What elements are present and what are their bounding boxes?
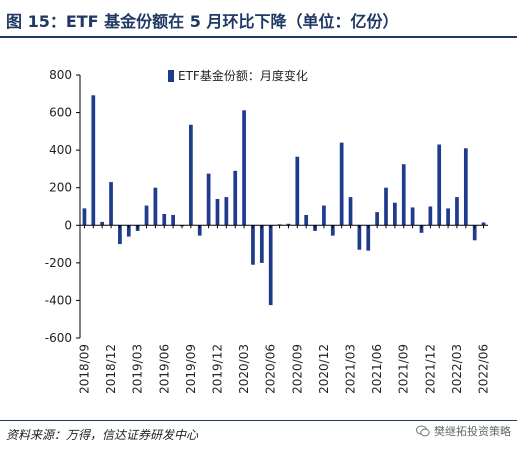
y-tick-label: -600 bbox=[45, 331, 72, 345]
x-tick-label: 2019/06 bbox=[157, 344, 171, 394]
bar bbox=[100, 221, 105, 226]
bar bbox=[463, 148, 468, 226]
x-tick-label: 2020/12 bbox=[317, 344, 331, 394]
bar bbox=[384, 187, 388, 226]
x-tick-label: 2020/06 bbox=[264, 344, 278, 394]
x-tick-label: 2020/03 bbox=[237, 344, 251, 394]
bar bbox=[153, 187, 158, 226]
bar bbox=[295, 156, 300, 226]
x-tick-label: 2019/12 bbox=[210, 344, 224, 394]
source-note: 资料来源：万得，信达证券研发中心 bbox=[6, 428, 199, 442]
bar bbox=[393, 202, 397, 226]
bar bbox=[428, 206, 433, 226]
legend-label: ETF基金份额：月度变化 bbox=[178, 68, 308, 83]
bar bbox=[251, 225, 255, 265]
bar bbox=[375, 212, 379, 226]
bar bbox=[446, 208, 450, 226]
x-tick-label: 2021/03 bbox=[344, 344, 358, 394]
bar bbox=[481, 222, 486, 226]
bar bbox=[322, 205, 326, 226]
bar bbox=[189, 124, 193, 226]
x-tick-label: 2021/06 bbox=[370, 344, 384, 394]
bar bbox=[233, 170, 238, 226]
bar bbox=[126, 225, 131, 237]
y-tick-label: 600 bbox=[49, 106, 72, 120]
bar bbox=[437, 144, 442, 226]
y-tick-label: 800 bbox=[49, 68, 72, 82]
bar bbox=[286, 223, 291, 226]
bar bbox=[91, 95, 96, 226]
bar bbox=[410, 207, 415, 226]
bar bbox=[144, 205, 149, 226]
bar-chart: -600 -400 -200 0 200 400 600 800 2018/09 2018/12 2… bbox=[45, 68, 491, 394]
bar bbox=[339, 142, 344, 226]
bar bbox=[401, 164, 406, 226]
y-tick-label: -200 bbox=[45, 256, 72, 270]
bar bbox=[109, 182, 113, 226]
bar bbox=[472, 225, 477, 241]
bar bbox=[348, 197, 353, 226]
x-tick-label: 2022/06 bbox=[477, 344, 491, 394]
y-tick-label: 400 bbox=[49, 143, 72, 157]
bar bbox=[242, 110, 246, 226]
wechat-icon bbox=[416, 425, 430, 437]
bar bbox=[197, 225, 202, 236]
watermark-text: 樊继拓投资策略 bbox=[434, 425, 511, 438]
bar bbox=[215, 198, 220, 226]
bar bbox=[171, 214, 175, 226]
bar bbox=[366, 225, 371, 251]
bar bbox=[206, 173, 211, 226]
figure-title: 图 15：ETF 基金份额在 5 月环比下降（单位：亿份） bbox=[6, 12, 399, 31]
legend-swatch bbox=[168, 70, 174, 82]
bar bbox=[82, 208, 87, 226]
bar bbox=[455, 197, 459, 226]
x-tick-label: 2020/09 bbox=[290, 344, 304, 394]
bar bbox=[162, 214, 167, 226]
x-tick-label: 2018/09 bbox=[77, 344, 91, 394]
x-tick-label: 2021/09 bbox=[397, 344, 411, 394]
source-divider bbox=[0, 420, 517, 421]
y-tick-label: -400 bbox=[45, 293, 72, 307]
bar bbox=[357, 225, 362, 250]
title-divider bbox=[0, 36, 517, 38]
x-tick-label: 2019/09 bbox=[184, 344, 198, 394]
bar bbox=[419, 225, 424, 233]
watermark: 樊继拓投资策略 bbox=[416, 423, 511, 439]
x-tick-label: 2022/03 bbox=[450, 344, 464, 394]
bar bbox=[118, 225, 122, 245]
bar bbox=[259, 225, 264, 263]
bar bbox=[304, 214, 309, 226]
x-tick-label: 2021/12 bbox=[423, 344, 437, 394]
x-tick-label: 2019/03 bbox=[131, 344, 145, 394]
bar bbox=[268, 225, 273, 306]
bar bbox=[224, 197, 229, 226]
x-tick-label: 2018/12 bbox=[104, 344, 118, 394]
y-tick-label: 200 bbox=[49, 181, 72, 195]
y-tick-label: 0 bbox=[64, 218, 72, 232]
bar bbox=[330, 225, 335, 236]
